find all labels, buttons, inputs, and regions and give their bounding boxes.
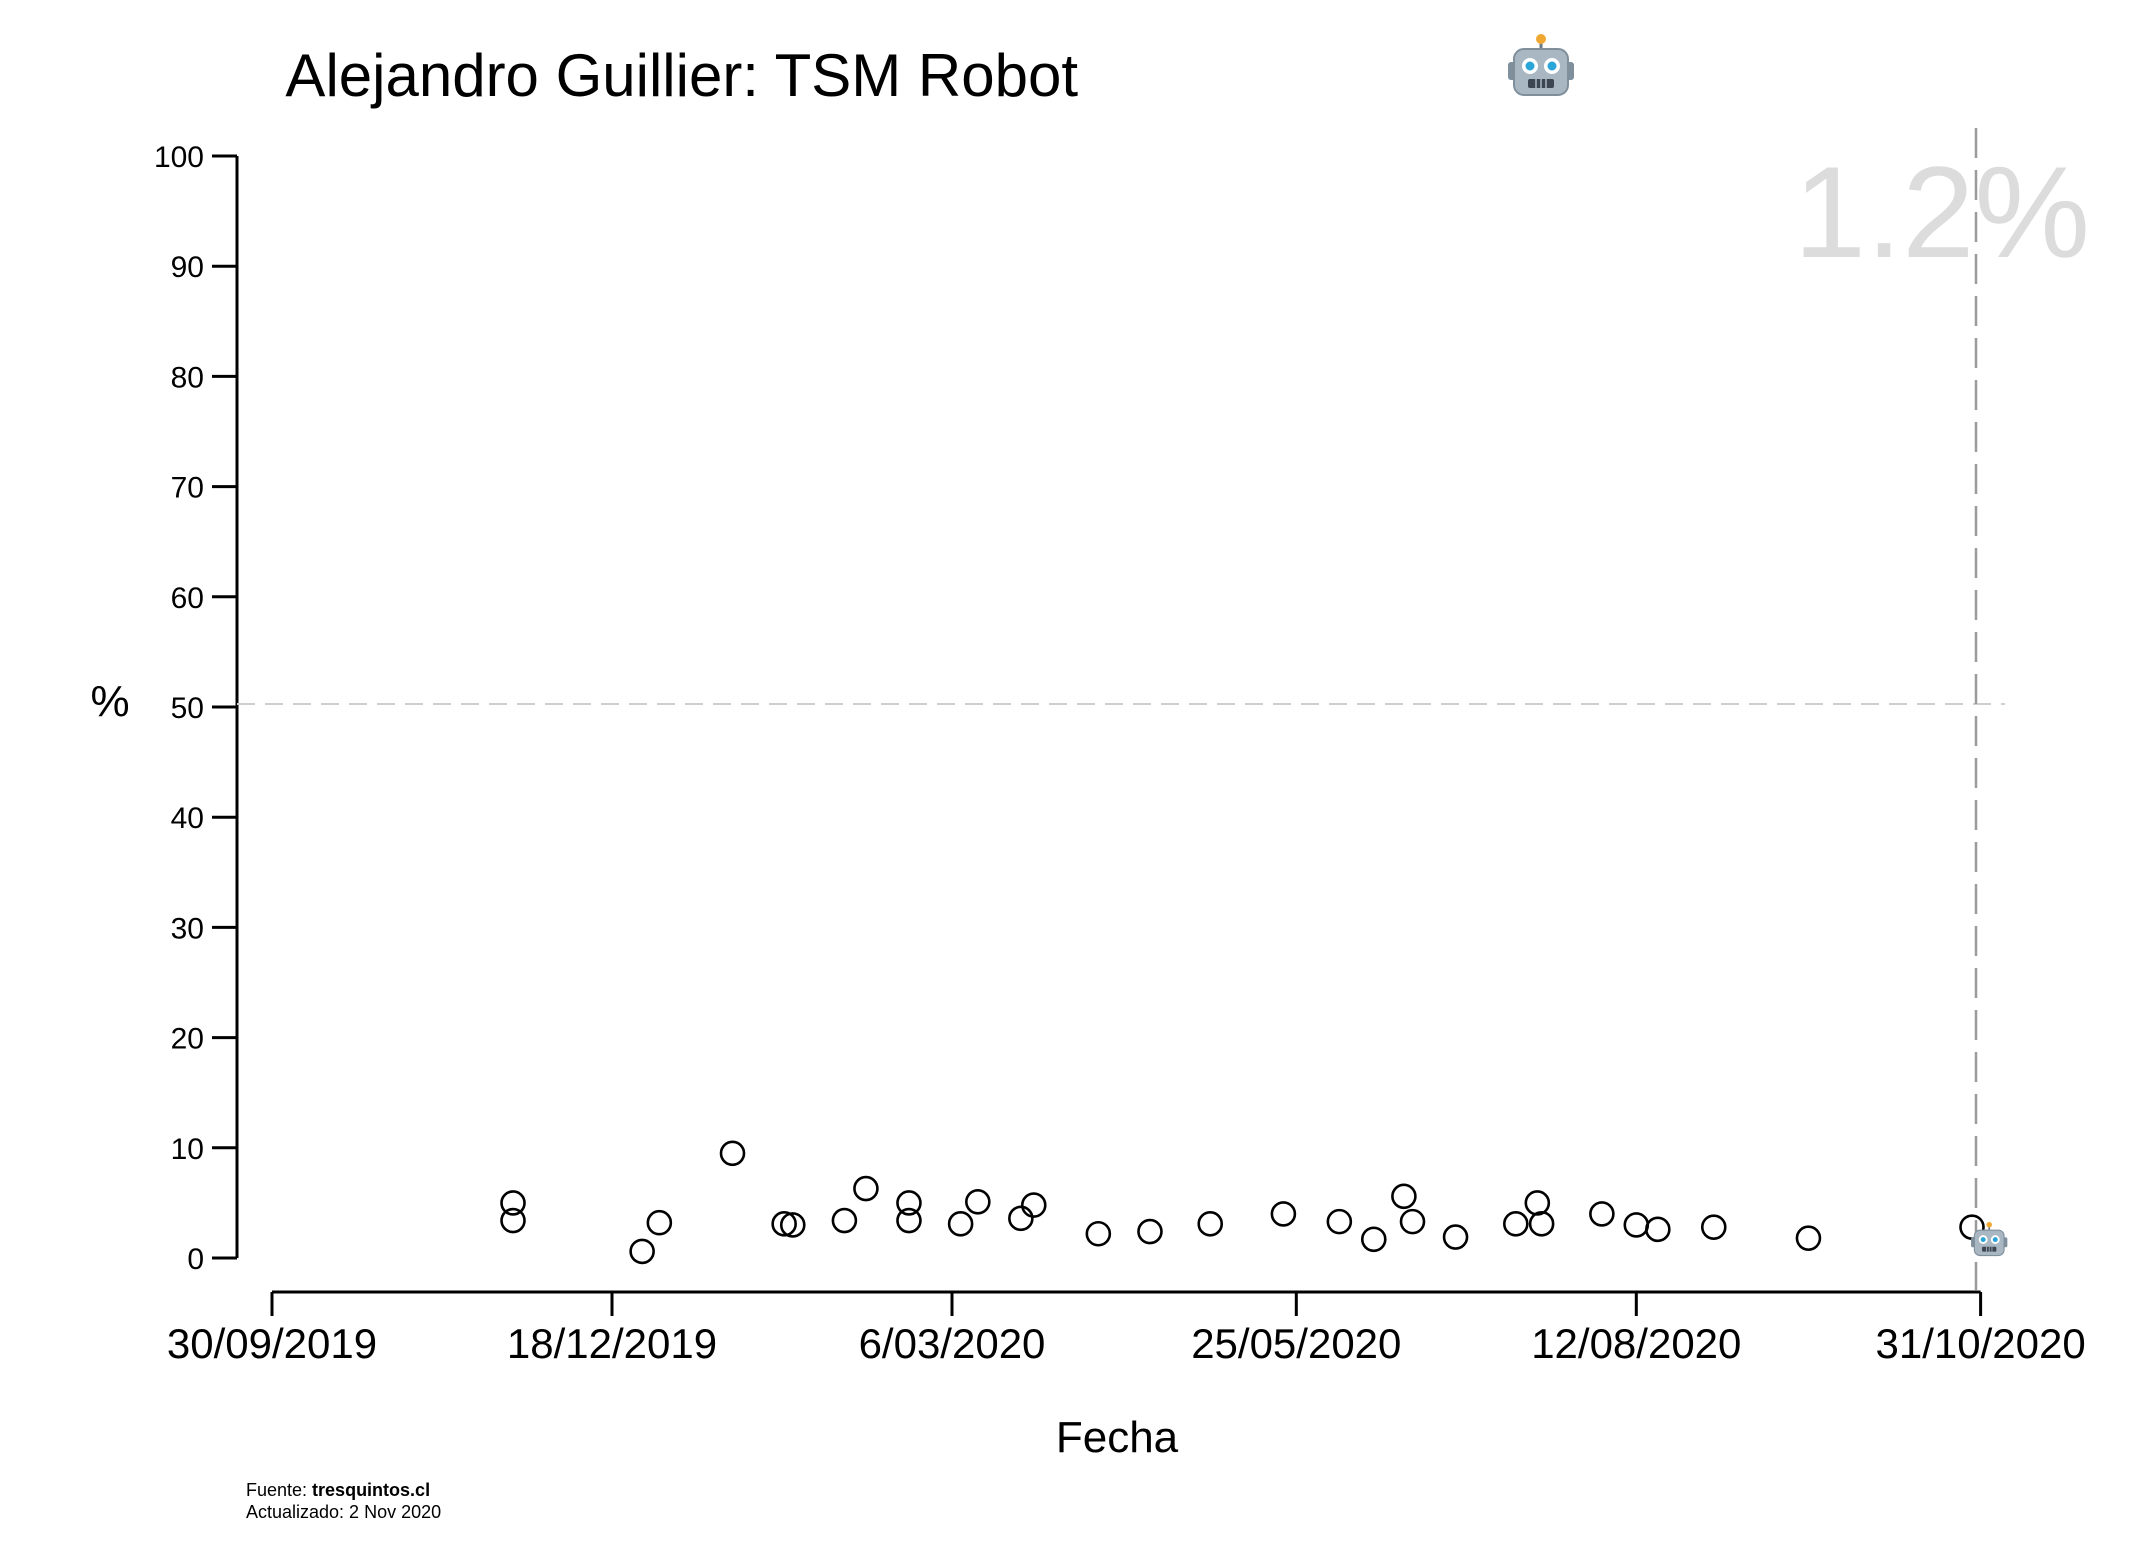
data-point [1442,1224,1469,1250]
footer: Fuente: tresquintos.cl Actualizado: 2 No… [246,1479,441,1523]
data-point [853,1175,879,1202]
y-tick-label: 40 [171,802,204,835]
data-point [1391,1183,1417,1210]
data-point [896,1207,922,1234]
data-point [1020,1192,1047,1218]
y-tick-label: 80 [171,361,204,394]
x-tick-label: 12/08/2020 [1531,1320,1741,1367]
footer-source: Fuente: tresquintos.cl [246,1479,441,1501]
footer-updated: Actualizado: 2 Nov 2020 [246,1502,442,1522]
data-point [629,1238,655,1265]
data-points [500,1140,1985,1265]
y-tick-label: 10 [171,1133,204,1166]
data-point [1795,1225,1822,1251]
data-point [1502,1211,1529,1237]
y-tick-label: 90 [171,251,204,284]
x-tick-label: 6/03/2020 [859,1320,1046,1367]
data-point [1524,1190,1551,1216]
chart-title: Alejandro Guillier: TSM Robot [285,42,1078,109]
y-tick-label: 0 [187,1243,204,1276]
data-point [500,1207,526,1234]
data-point [1197,1211,1224,1237]
data-point [1528,1211,1555,1237]
footer-source-label: Fuente: [246,1480,313,1500]
data-point [896,1190,922,1216]
x-tick-label: 18/12/2019 [507,1320,717,1367]
robot-icon [1971,1221,2008,1257]
data-point [1623,1212,1650,1238]
y-axis: 0 10 20 30 40 50 60 70 80 90 100 [154,141,239,1276]
latest-value-label: 1.2% [1794,139,2090,285]
data-point [1008,1205,1034,1232]
data-point [646,1209,673,1236]
data-point [779,1212,806,1238]
data-point [1085,1220,1112,1247]
data-point [1270,1201,1297,1227]
data-point [1326,1208,1353,1235]
data-point [1645,1216,1671,1243]
data-point [947,1211,974,1237]
data-point [1137,1218,1163,1245]
data-point [965,1188,991,1215]
data-point [719,1140,746,1167]
y-tick-label: 70 [171,472,204,505]
x-axis: 30/09/2019 18/12/2019 6/03/2020 25/05/2020 1… [167,1290,2086,1367]
y-axis-label: % [90,677,129,726]
data-point [500,1190,526,1216]
data-point [1360,1226,1387,1253]
y-tick-label: 20 [171,1023,204,1056]
data-point [771,1211,797,1237]
y-tick-label: 30 [171,912,204,945]
data-point [1399,1208,1426,1235]
x-tick-label: 30/09/2019 [167,1320,377,1367]
x-axis-label: Fecha [1056,1413,1179,1462]
y-tick-label: 50 [171,692,204,725]
data-point [831,1207,858,1234]
x-tick-label: 25/05/2020 [1191,1320,1401,1367]
y-tick-label: 100 [154,141,204,174]
x-tick-label: 31/10/2020 [1875,1320,2085,1367]
data-point [1700,1214,1727,1240]
robot-icon [1508,34,1574,96]
y-tick-label: 60 [171,582,204,615]
data-point [1589,1201,1615,1227]
footer-source-value: tresquintos.cl [312,1480,431,1500]
